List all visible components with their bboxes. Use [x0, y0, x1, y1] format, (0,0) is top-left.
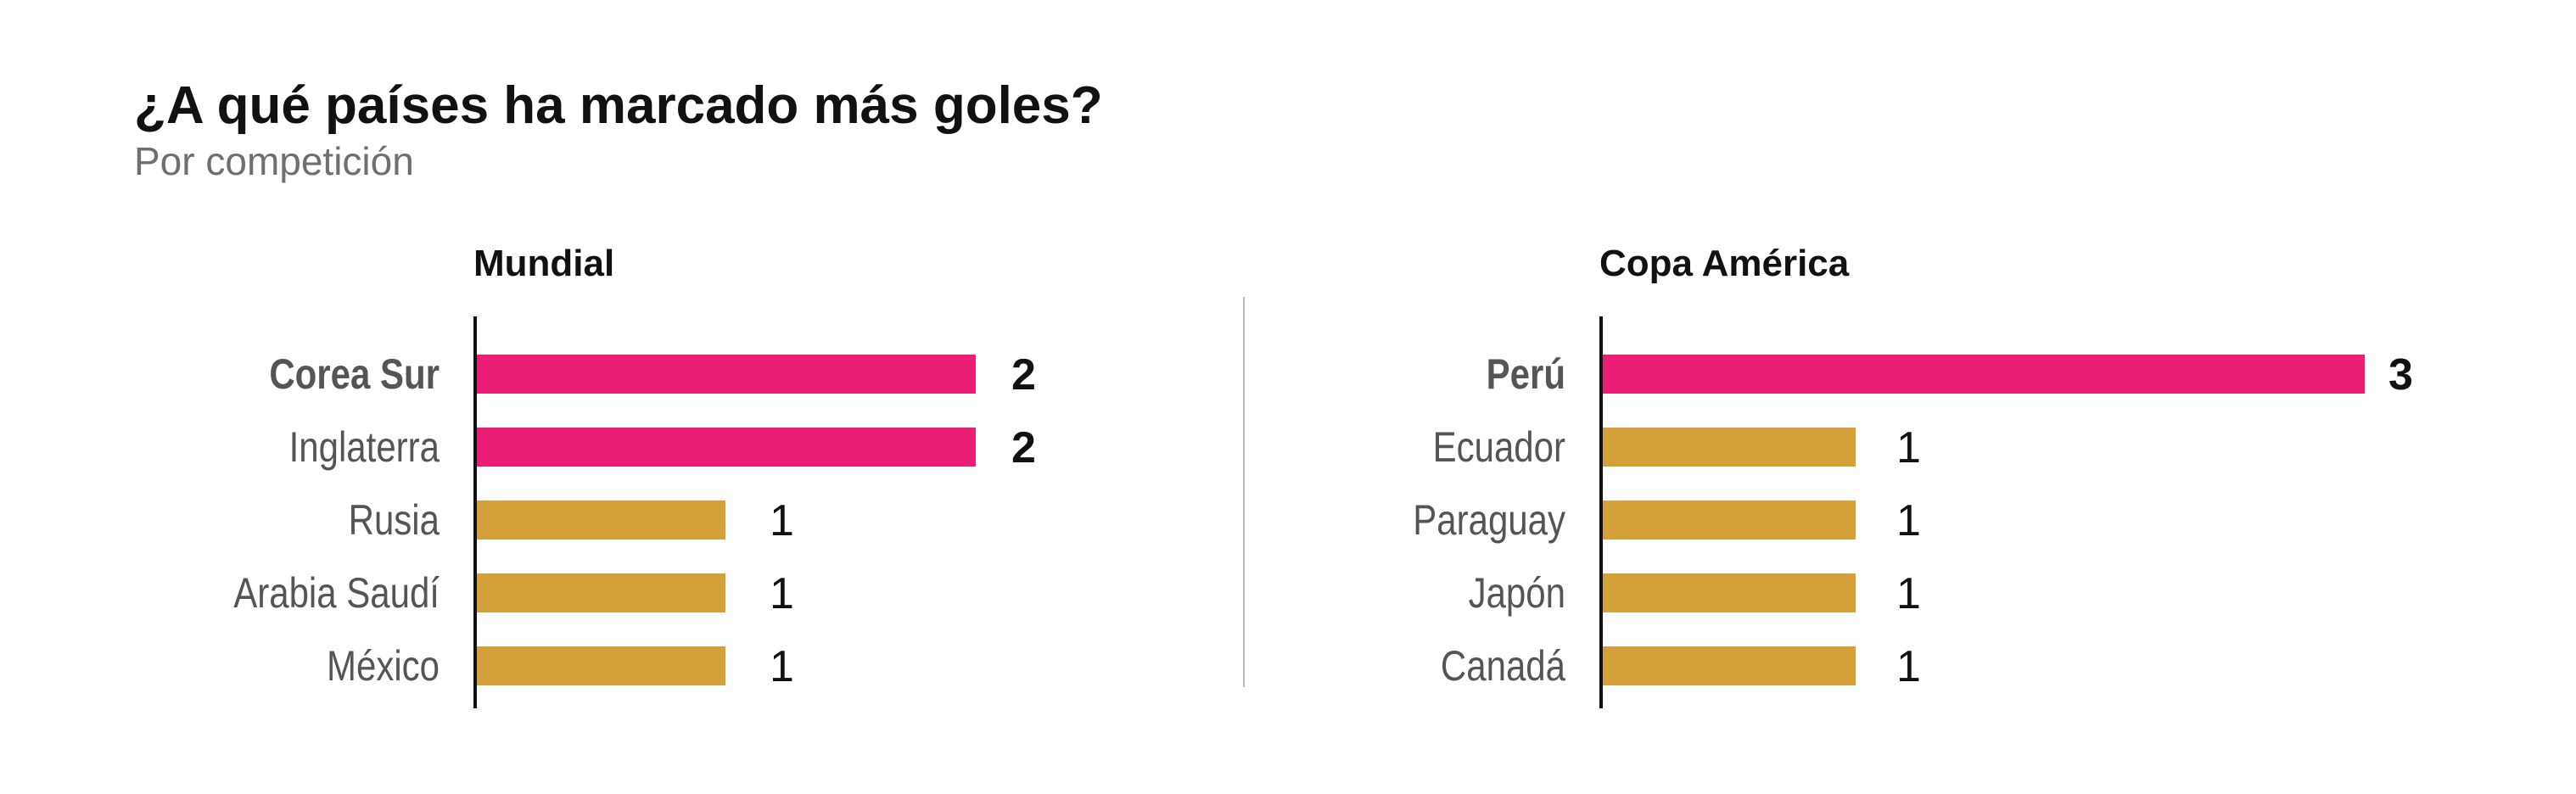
- bar-mundial-1: [475, 428, 976, 467]
- category-label-copa-america-3: Japón: [1469, 569, 1565, 617]
- value-label-copa-america-1: 1: [1896, 423, 1921, 472]
- value-label-copa-america-4: 1: [1896, 642, 1921, 691]
- bar-copa-america-0: [1601, 355, 2365, 394]
- chart-panel-copa-america: Copa América Perú 3 Ecuador 1 Paraguay 1 Japón 1…: [1413, 243, 2413, 708]
- panel-title-mundial: Mundial: [473, 243, 614, 284]
- value-label-copa-america-3: 1: [1896, 569, 1921, 618]
- panel-title-copa-america: Copa América: [1599, 243, 1850, 284]
- value-label-mundial-2: 1: [770, 496, 794, 545]
- chart-panel-mundial: Mundial Corea Sur 2 Inglaterra 2 Rusia 1 Arabia…: [233, 243, 1036, 708]
- category-label-mundial-0: Corea Sur: [269, 350, 440, 398]
- bar-copa-america-1: [1601, 428, 1856, 467]
- value-label-mundial-1: 2: [1011, 423, 1036, 472]
- category-label-mundial-2: Rusia: [349, 496, 440, 544]
- category-label-mundial-3: Arabia Saudí: [233, 569, 440, 617]
- chart-title: ¿A qué países ha marcado más goles?: [134, 76, 1103, 135]
- value-label-copa-america-2: 1: [1896, 496, 1921, 545]
- category-label-copa-america-1: Ecuador: [1433, 423, 1565, 471]
- bar-mundial-0: [475, 355, 976, 394]
- chart-subtitle: Por competición: [134, 139, 414, 183]
- bar-copa-america-3: [1601, 573, 1856, 612]
- chart-header: ¿A qué países ha marcado más goles? Por …: [134, 75, 1103, 185]
- category-label-copa-america-0: Perú: [1487, 350, 1565, 398]
- bar-mundial-2: [475, 500, 725, 540]
- category-label-copa-america-4: Canadá: [1441, 642, 1565, 690]
- category-label-mundial-4: México: [327, 642, 440, 690]
- bar-copa-america-2: [1601, 500, 1856, 540]
- value-label-mundial-4: 1: [770, 642, 794, 691]
- bar-copa-america-4: [1601, 646, 1856, 685]
- category-label-mundial-1: Inglaterra: [289, 423, 440, 471]
- bar-mundial-4: [475, 646, 725, 685]
- value-label-copa-america-0: 3: [2388, 350, 2413, 400]
- category-label-copa-america-2: Paraguay: [1413, 496, 1565, 544]
- value-label-mundial-3: 1: [770, 569, 794, 618]
- bar-mundial-3: [475, 573, 725, 612]
- value-label-mundial-0: 2: [1011, 350, 1036, 400]
